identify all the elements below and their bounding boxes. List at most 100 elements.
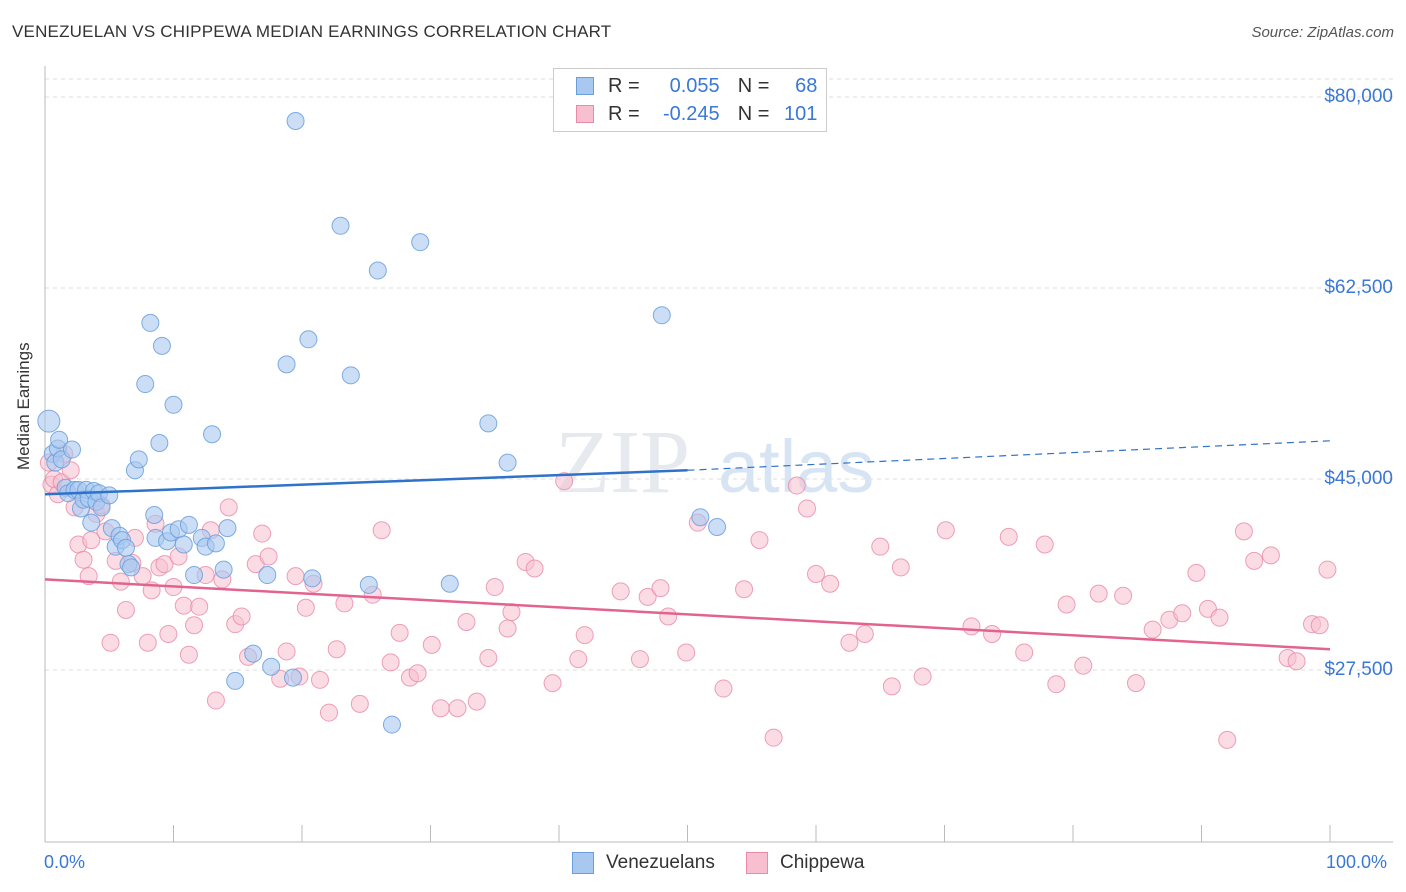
venezuelans-point <box>708 518 727 537</box>
chippewa-point <box>659 607 678 626</box>
chippewa-point <box>569 650 588 669</box>
venezuelans-point <box>440 574 459 593</box>
chippewa-point <box>1245 551 1264 570</box>
chippewa-point <box>525 559 544 578</box>
venezuelans-point <box>100 486 119 505</box>
n-label: N = <box>737 74 770 97</box>
chippewa-point <box>448 699 467 718</box>
chippewa-point <box>735 580 754 599</box>
chippewa-point <box>1210 608 1229 627</box>
chippewa-point <box>467 692 486 711</box>
chippewa-point <box>543 674 562 693</box>
venezuelans-points <box>37 112 727 734</box>
chippewa-point <box>1173 604 1192 623</box>
r-label: R = <box>608 102 640 125</box>
chippewa-point <box>638 587 657 606</box>
chippewa-point <box>1114 586 1133 605</box>
chippewa-point <box>277 642 296 661</box>
legend-item-chippewa[interactable]: Chippewa <box>746 852 865 874</box>
watermark-atlas: atlas <box>718 425 874 508</box>
chart-source: Source: ZipAtlas.com <box>1251 24 1394 41</box>
chippewa-point <box>1143 620 1162 639</box>
chippewa-point <box>714 679 733 698</box>
venezuelans-trend-line <box>44 469 688 496</box>
chippewa-point <box>259 547 278 566</box>
chippewa-point <box>807 564 825 583</box>
chippewa-point <box>327 640 346 659</box>
venezuelans-point <box>277 355 296 374</box>
venezuelans-point <box>303 569 322 588</box>
chippewa-point <box>1310 616 1329 635</box>
chippewa-point <box>787 476 806 495</box>
watermark: ZIP atlas <box>555 413 874 512</box>
chippewa-point <box>159 624 178 643</box>
y-axis-label: Median Earnings <box>14 342 33 470</box>
venezuelans-point <box>164 395 183 414</box>
chippewa-point <box>296 598 315 617</box>
y-tick-label: $27,500 <box>1324 659 1393 680</box>
venezuelans-point <box>214 560 233 579</box>
chippewa-point <box>179 645 198 664</box>
chippewa-swatch <box>576 105 594 123</box>
venezuelans-point <box>136 375 155 394</box>
series-legend: Venezuelans Chippewa <box>0 850 1406 880</box>
chippewa-point <box>253 524 272 543</box>
venezuelans-point <box>145 506 164 525</box>
chippewa-point <box>999 527 1018 546</box>
chippewa-point <box>630 650 649 669</box>
n-value: 101 <box>784 102 818 125</box>
legend-item-venezuelans[interactable]: Venezuelans <box>572 852 715 874</box>
chippewa-point <box>190 597 209 616</box>
chippewa-legend-label: Chippewa <box>780 852 865 873</box>
venezuelans-point <box>174 535 193 554</box>
chippewa-point <box>111 572 130 591</box>
chippewa-point <box>485 578 504 597</box>
chippewa-point <box>821 574 840 593</box>
chippewa-point <box>611 582 630 601</box>
chippewa-point <box>1234 522 1253 541</box>
venezuelans-point <box>498 453 517 472</box>
venezuelans-point <box>185 566 204 585</box>
venezuelans-point <box>150 433 169 452</box>
venezuelans-point <box>286 112 305 131</box>
chippewa-point <box>408 664 427 683</box>
chippewa-point <box>174 596 193 615</box>
venezuelans-point <box>244 644 263 663</box>
n-label: N = <box>737 102 770 125</box>
r-label: R = <box>608 74 640 97</box>
venezuelans-point <box>141 313 160 332</box>
chippewa-point <box>422 635 441 654</box>
trend-lines <box>44 440 1331 651</box>
chippewa-point <box>116 600 135 619</box>
r-value: -0.245 <box>662 102 720 125</box>
venezuelans-point <box>359 575 378 594</box>
venezuelans-point <box>82 513 101 532</box>
venezuelans-legend-swatch <box>572 852 594 874</box>
chippewa-point <box>1218 730 1237 749</box>
chippewa-point <box>286 567 305 586</box>
chart-title: VENEZUELAN VS CHIPPEWA MEDIAN EARNINGS C… <box>12 22 612 41</box>
chippewa-point <box>882 677 901 696</box>
venezuelans-point <box>226 671 245 690</box>
venezuelans-point <box>203 425 222 444</box>
y-tick-label: $45,000 <box>1324 468 1393 489</box>
chippewa-point <box>381 653 400 672</box>
venezuelans-point <box>691 508 710 527</box>
chippewa-point <box>390 623 409 642</box>
chippewa-point <box>457 612 476 631</box>
venezuelans-point <box>652 306 671 325</box>
legend-row-chippewa: R = -0.245 N = 101 <box>576 101 817 127</box>
venezuelans-point <box>299 330 318 349</box>
chippewa-point <box>798 499 817 518</box>
chippewa-point <box>1074 656 1093 675</box>
legend-row-venezuelans: R = 0.055 N = 68 <box>576 73 817 99</box>
chippewa-point <box>310 670 329 689</box>
x-tick-label-min: 0.0% <box>44 852 86 872</box>
chippewa-point <box>74 550 93 569</box>
chippewa-point <box>575 626 594 645</box>
y-tick-label: $80,000 <box>1324 86 1393 107</box>
venezuelans-point <box>218 519 237 538</box>
venezuelans-point <box>179 515 198 534</box>
venezuelans-point <box>122 558 141 577</box>
